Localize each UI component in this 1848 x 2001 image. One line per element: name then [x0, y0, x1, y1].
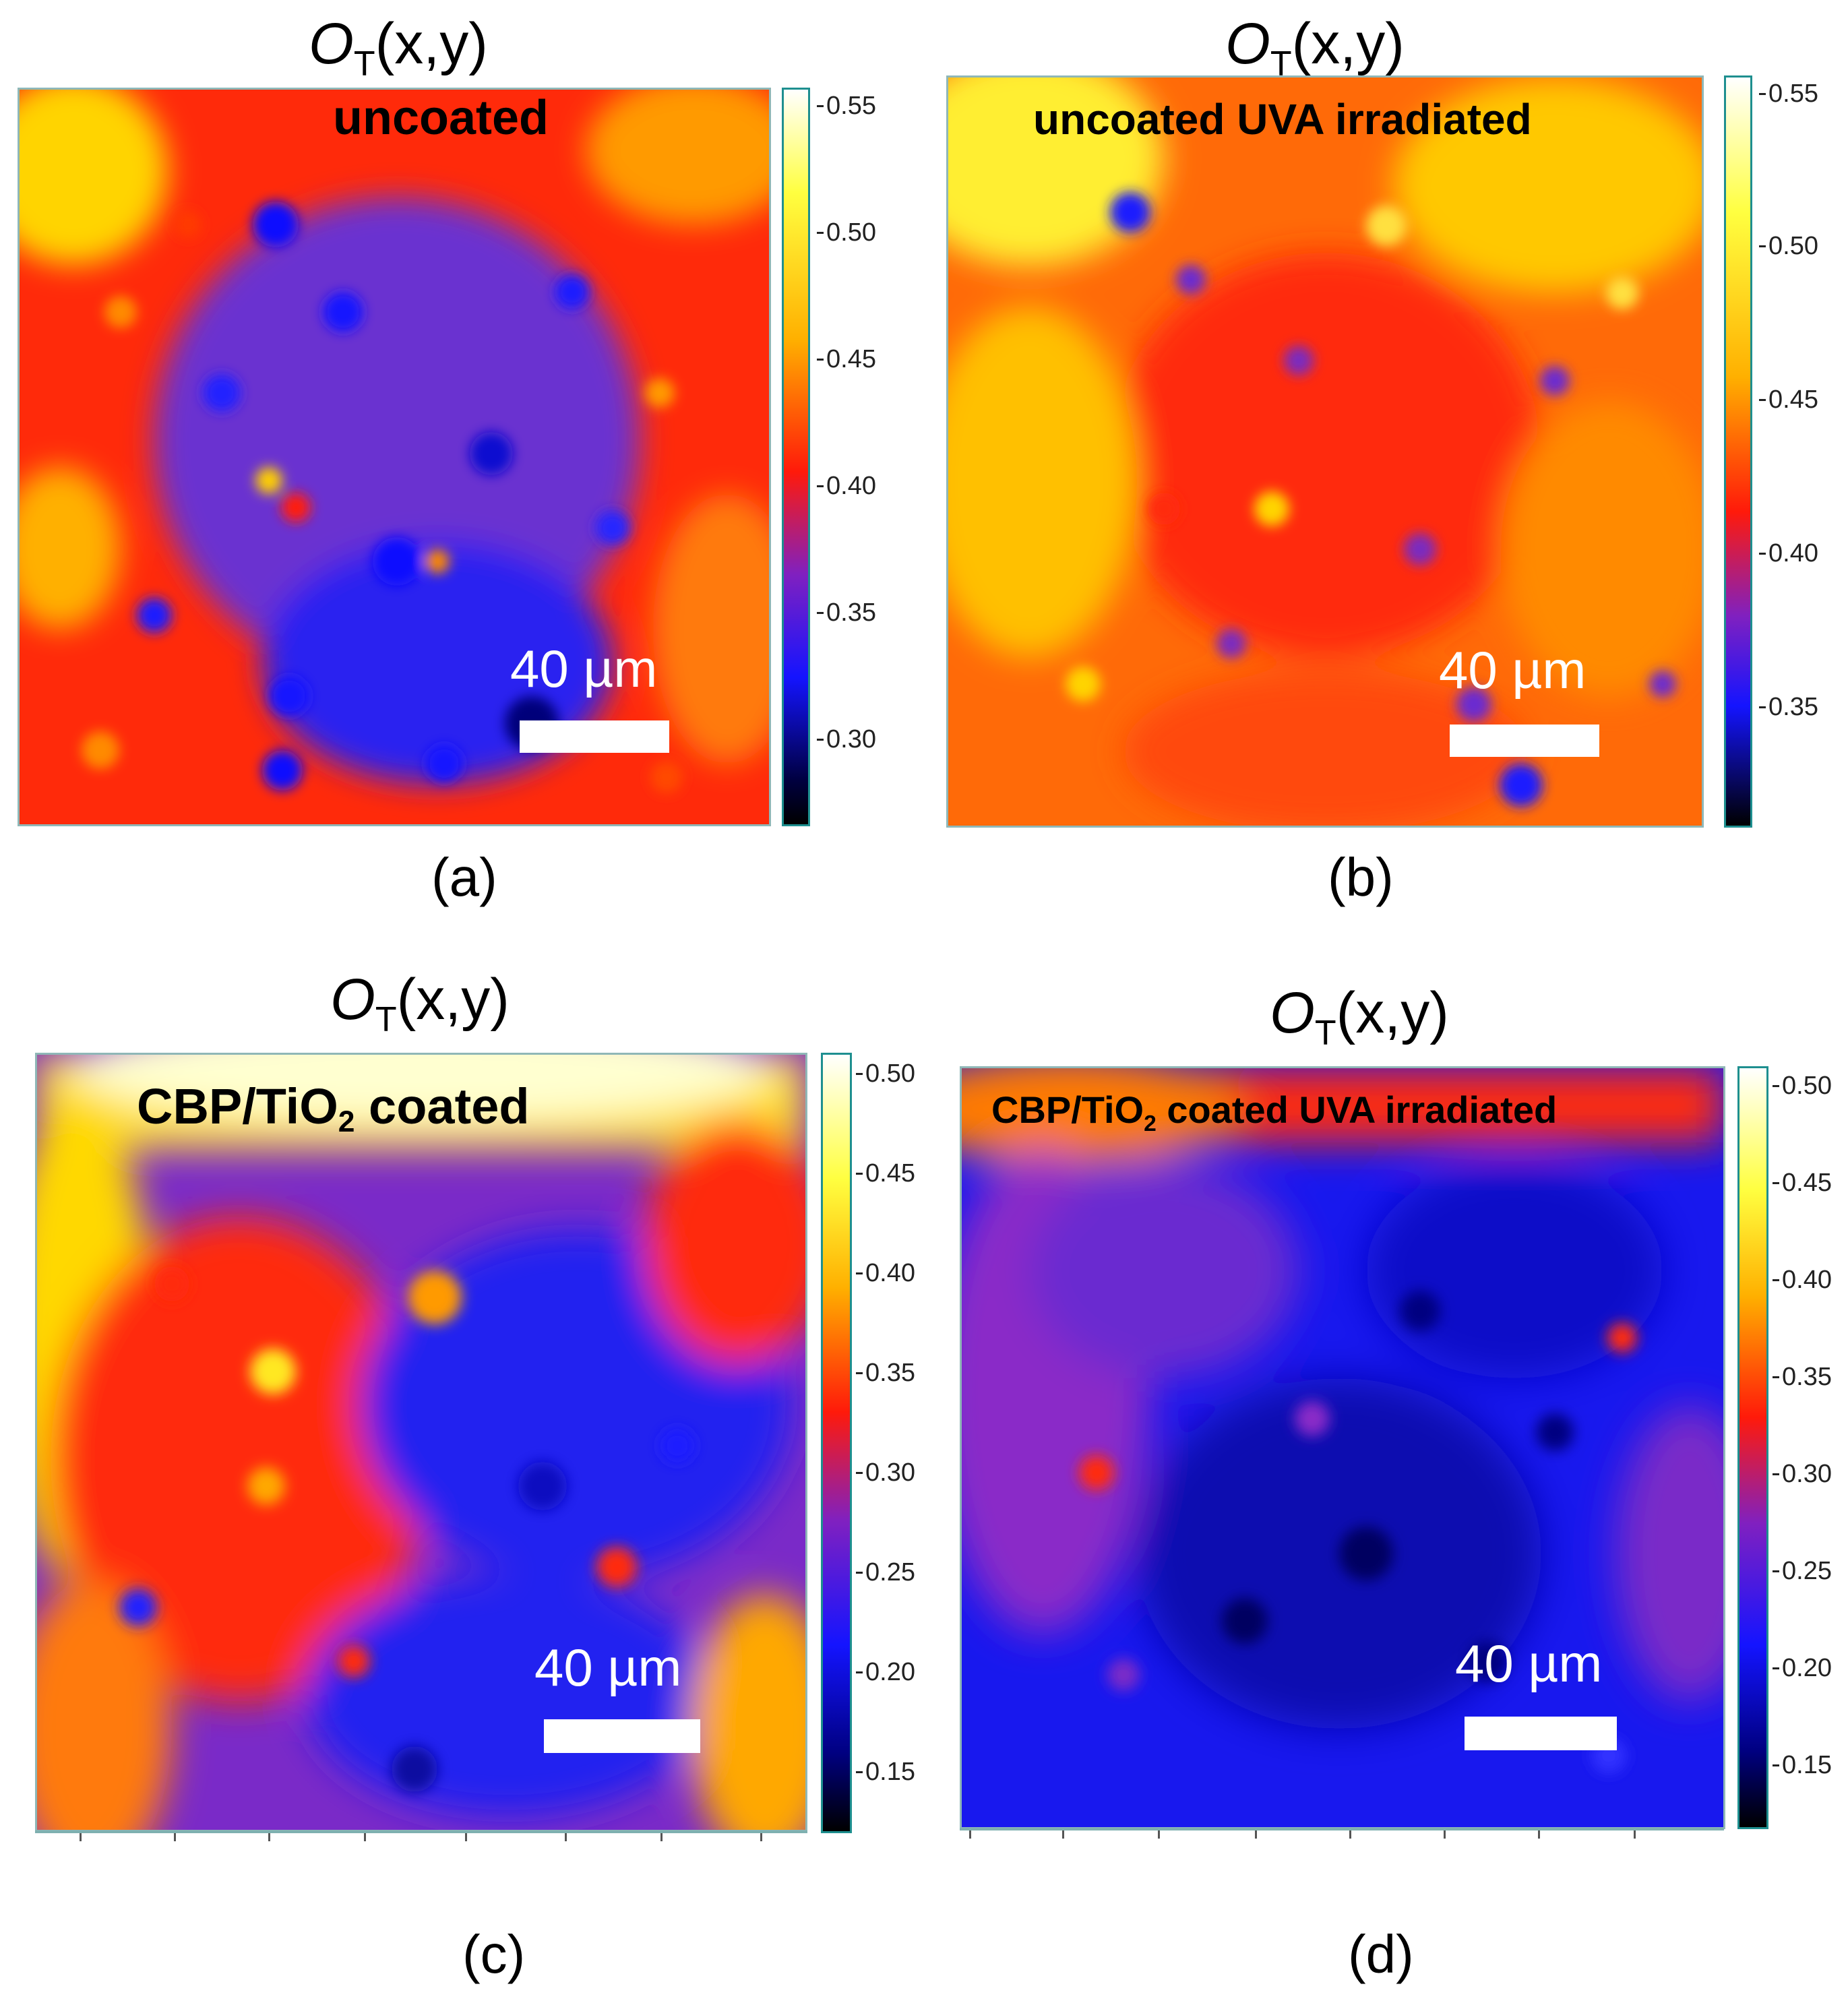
panel-d-x-tick [1538, 1830, 1540, 1839]
panel-b-cbar-tick: 0.50 [1759, 232, 1818, 260]
panel-a-colorbar [782, 88, 810, 826]
panel-c-caption: CBP/TiO2 coated [137, 1078, 530, 1138]
panel-d-cbar-tick: 0.20 [1773, 1654, 1832, 1682]
panel-c-colorbar [821, 1053, 852, 1833]
panel-c-heatmap: CBP/TiO2 coated 40 µm [35, 1053, 807, 1832]
panel-d-x-tick [1634, 1830, 1636, 1839]
panel-c-x-tick [660, 1833, 663, 1841]
panel-a-cbar-tick: 0.40 [817, 472, 876, 500]
panel-b-heatmap: uncoated UVA irradiated 40 µm [946, 75, 1704, 828]
panel-c-cbar-tick: 0.50 [856, 1059, 915, 1088]
panel-d-colorbar [1737, 1066, 1768, 1829]
panel-d-x-tick [1444, 1830, 1446, 1839]
panel-b-label: (b) [1328, 847, 1394, 907]
panel-b-scale-label: 40 µm [1439, 640, 1587, 700]
panel-d-cbar-tick: 0.35 [1773, 1363, 1832, 1391]
panel-d-scale-bar [1465, 1717, 1617, 1750]
panel-c-cbar-tick: 0.15 [856, 1758, 915, 1786]
panel-a-heatmap: uncoated 40 µm [18, 88, 771, 826]
panel-d-heatmap: CBP/TiO2 coated UVA irradiated 40 µm [960, 1066, 1725, 1829]
panel-d-scale-label: 40 µm [1455, 1634, 1603, 1693]
panel-d-heatmap-image [962, 1068, 1723, 1827]
panel-c-x-tick [268, 1833, 270, 1841]
panel-b-cbar-tick: 0.35 [1759, 693, 1818, 721]
panel-b-scale-bar [1450, 725, 1599, 757]
panel-c-x-tick [465, 1833, 467, 1841]
panel-b-heatmap-image [948, 78, 1702, 826]
panel-b-cbar-tick: 0.45 [1759, 386, 1818, 414]
panel-a-cbar-tick: 0.30 [817, 725, 876, 753]
panel-b-cbar-tick: 0.40 [1759, 539, 1818, 567]
panel-c-scale-label: 40 µm [534, 1638, 682, 1697]
panel-b-caption: uncoated UVA irradiated [1033, 95, 1532, 144]
panel-c-cbar-tick: 0.25 [856, 1558, 915, 1587]
panel-d-label: (d) [1348, 1924, 1414, 1984]
panel-d-cbar-tick: 0.25 [1773, 1557, 1832, 1585]
panel-d-x-tick [1255, 1830, 1257, 1839]
panel-c-x-tick [565, 1833, 567, 1841]
panel-a-cbar-tick: 0.45 [817, 345, 876, 373]
panel-c-cbar-tick: 0.35 [856, 1359, 915, 1387]
panel-c-cbar-tick: 0.45 [856, 1159, 915, 1188]
panel-d-x-tick [1158, 1830, 1160, 1839]
panel-c-x-tick [364, 1833, 366, 1841]
panel-d-x-axis [960, 1828, 1724, 1830]
panel-a-scale-label: 40 µm [510, 639, 658, 698]
panel-c-label: (c) [462, 1924, 526, 1984]
panel-d-x-tick [969, 1830, 971, 1839]
panel-a-cbar-tick: 0.55 [817, 92, 876, 120]
panel-c-scale-bar [544, 1719, 700, 1753]
panel-c-cbar-tick: 0.30 [856, 1458, 915, 1487]
panel-a-caption: uncoated [333, 91, 549, 145]
panel-a-scale-bar [520, 720, 669, 753]
panel-c-x-axis [35, 1830, 807, 1833]
panel-c-cbar-tick: 0.40 [856, 1259, 915, 1287]
panel-b-colorbar [1724, 75, 1752, 828]
panel-b-cbar-tick: 0.55 [1759, 80, 1818, 108]
panel-d-cbar-tick: 0.40 [1773, 1266, 1832, 1294]
panel-d-cbar-tick: 0.30 [1773, 1460, 1832, 1488]
panel-a-label: (a) [431, 847, 497, 907]
panel-c-title: OT(x,y) [330, 967, 510, 1039]
panel-c-x-tick [80, 1833, 82, 1841]
panel-c-x-tick [760, 1833, 762, 1841]
panel-b-title: OT(x,y) [1225, 11, 1405, 84]
panel-d-cbar-tick: 0.45 [1773, 1169, 1832, 1197]
panel-d-x-tick [1062, 1830, 1064, 1839]
panel-a-heatmap-image [20, 90, 769, 824]
panel-d-x-tick [1349, 1830, 1351, 1839]
panel-d-title: OT(x,y) [1270, 981, 1449, 1053]
panel-c-heatmap-image [37, 1055, 805, 1830]
panel-d-caption: CBP/TiO2 coated UVA irradiated [991, 1088, 1558, 1136]
panel-a-cbar-tick: 0.50 [817, 218, 876, 247]
panel-d-cbar-tick: 0.50 [1773, 1072, 1832, 1100]
panel-a-title: OT(x,y) [309, 11, 488, 84]
panel-c-x-tick [174, 1833, 176, 1841]
panel-a-cbar-tick: 0.35 [817, 598, 876, 627]
panel-c-cbar-tick: 0.20 [856, 1658, 915, 1686]
panel-d-cbar-tick: 0.15 [1773, 1751, 1832, 1779]
